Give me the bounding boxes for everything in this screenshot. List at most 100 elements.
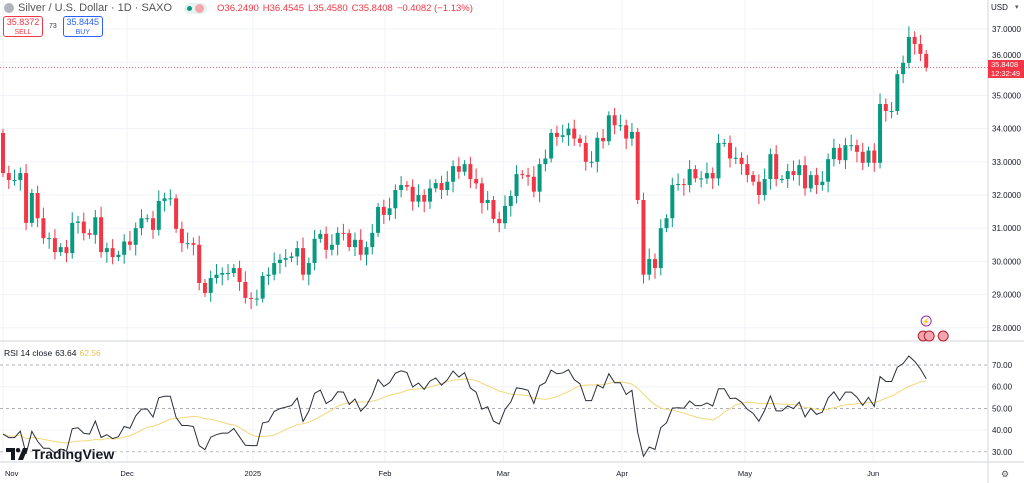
buy-button[interactable]: 35.8445 BUY — [62, 16, 103, 37]
tradingview-logo-icon — [6, 448, 28, 460]
candle-down — [174, 198, 179, 229]
candle-up — [133, 228, 138, 245]
candle-down — [578, 138, 582, 143]
price-tick-label: 32.0000 — [992, 191, 1021, 200]
candle-up — [306, 263, 311, 275]
silver-symbol-icon — [4, 3, 14, 13]
ohlc-values: O36.2490 H36.4545 L35.4580 C35.8408 −0.4082 … — [217, 3, 477, 14]
candle-down — [151, 218, 156, 230]
candle-up — [658, 228, 663, 269]
sell-button[interactable]: 35.8372 SELL — [3, 16, 43, 37]
logo-text: TradingView — [32, 446, 115, 462]
rsi-legend[interactable]: RSI 14 close 63.64 62.56 — [4, 348, 101, 358]
candle-up — [335, 232, 340, 245]
candle-up — [329, 244, 334, 250]
time-tick-label: Dec — [120, 469, 134, 478]
candle-up — [318, 233, 323, 239]
candle-down — [347, 233, 352, 248]
candle-down — [41, 218, 46, 239]
candle-down — [641, 199, 646, 275]
candle-up — [387, 208, 392, 215]
candle-up — [254, 298, 259, 300]
time-tick-label: Jun — [867, 469, 879, 478]
tradingview-logo[interactable]: TradingView — [6, 446, 114, 462]
candle-up — [785, 171, 790, 180]
time-tick-label: 2025 — [244, 469, 261, 478]
candle-up — [399, 185, 404, 191]
price-tick-label: 35.0000 — [992, 91, 1021, 100]
candle-up — [508, 195, 513, 206]
candle-up — [427, 188, 432, 202]
candle-up — [47, 238, 52, 240]
candle-down — [301, 248, 306, 275]
candle-down — [791, 171, 796, 176]
candle-down — [439, 183, 444, 191]
last-price-tag: 35.8408 12:32:49 — [988, 60, 1024, 78]
candle-up — [901, 62, 906, 75]
candle-down — [410, 186, 415, 202]
candle-up — [768, 154, 773, 180]
price-tick-label: 29.0000 — [992, 291, 1021, 300]
rsi-tick-label: 70.00 — [992, 361, 1013, 370]
candle-up — [156, 200, 161, 230]
price-tick-label: 31.0000 — [992, 224, 1021, 233]
trade-buttons: 35.8372 SELL 73 35.8445 BUY — [3, 16, 103, 37]
candle-down — [814, 175, 819, 186]
candle-up — [168, 198, 173, 200]
candle-down — [35, 193, 40, 219]
candle-up — [295, 248, 300, 257]
candle-down — [191, 243, 196, 245]
candle-up — [433, 183, 438, 189]
candle-down — [358, 239, 363, 255]
candle-down — [497, 218, 502, 224]
candle-down — [381, 206, 386, 215]
candle-up — [272, 263, 277, 275]
candle-down — [24, 173, 29, 223]
candle-down — [624, 125, 629, 139]
candle-down — [456, 166, 461, 172]
candle-down — [693, 169, 698, 179]
chevron-down-icon[interactable]: ▾ — [1015, 4, 1019, 11]
candle-up — [462, 164, 467, 172]
candle-up — [820, 181, 825, 186]
symbol-title[interactable]: Silver / U.S. Dollar · 1D · SAXO — [18, 2, 173, 14]
candle-up — [445, 181, 450, 191]
rsi-line — [2, 355, 927, 458]
candle-up — [849, 145, 854, 147]
candle-up — [289, 256, 294, 259]
candle-up — [895, 74, 900, 112]
currency-selector[interactable]: USD — [991, 3, 1008, 12]
candle-up — [29, 193, 34, 223]
candle-up — [676, 184, 681, 186]
candle-down — [653, 259, 658, 269]
candle-down — [739, 157, 744, 165]
candle-down — [854, 145, 859, 152]
market-open-dot-icon — [187, 5, 193, 11]
candle-up — [208, 278, 213, 293]
time-tick-label: Apr — [616, 469, 628, 478]
candle-up — [260, 276, 265, 299]
candle-up — [779, 179, 784, 181]
price-tick-label: 33.0000 — [992, 158, 1021, 167]
candle-down — [468, 164, 473, 180]
candle-up — [12, 180, 17, 182]
candle-up — [647, 259, 652, 275]
candle-up — [312, 238, 317, 264]
market-status-indicator[interactable] — [184, 2, 208, 14]
rsi-tick-label: 40.00 — [992, 426, 1013, 435]
candle-down — [81, 221, 86, 234]
candle-up — [226, 273, 231, 275]
price-tick-label: 37.0000 — [992, 25, 1021, 34]
candle-down — [491, 199, 496, 219]
candle-down — [341, 232, 346, 234]
candle-up — [266, 274, 271, 277]
candle-up — [826, 159, 831, 182]
candle-down — [612, 115, 617, 126]
candle-down — [774, 154, 779, 180]
candle-up — [122, 241, 127, 255]
candle-down — [1, 132, 5, 174]
candle-up — [889, 111, 894, 113]
settings-gear-icon[interactable]: ⚙ — [1001, 469, 1010, 479]
candle-up — [214, 274, 219, 278]
